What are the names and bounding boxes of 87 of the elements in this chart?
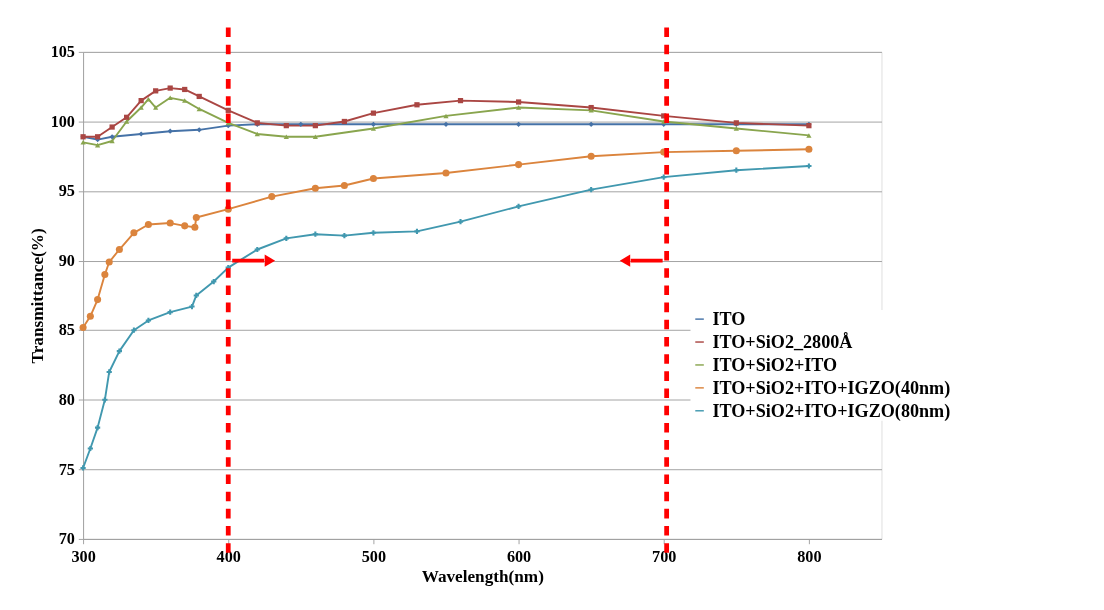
y-tick-label: 100 — [50, 112, 75, 131]
point — [283, 123, 289, 129]
y-tick-label: 105 — [50, 43, 75, 62]
point — [86, 312, 94, 320]
point — [298, 121, 304, 127]
y-tick-label: 80 — [58, 391, 75, 410]
point — [109, 138, 115, 144]
point — [115, 245, 123, 254]
point — [153, 88, 159, 94]
point — [182, 86, 188, 93]
point — [588, 121, 594, 127]
point — [268, 193, 276, 201]
y-axis-title: Transmittance(%) — [27, 228, 47, 364]
point — [101, 271, 109, 279]
x-tick-label: 800 — [797, 548, 822, 567]
legend-label: ITO+SiO2_2800Å — [712, 331, 853, 352]
point — [515, 121, 522, 127]
point — [106, 369, 112, 375]
point — [166, 219, 174, 227]
point — [370, 126, 377, 131]
point — [124, 119, 130, 124]
point — [457, 97, 464, 104]
point — [94, 296, 102, 304]
point — [153, 105, 159, 110]
point — [145, 317, 152, 324]
point — [312, 134, 318, 140]
y-tick-label: 75 — [58, 460, 75, 479]
point — [191, 223, 199, 231]
point — [370, 110, 377, 116]
point — [588, 108, 594, 113]
legend-label: ITO+SiO2+ITO+IGZO(80nm) — [712, 400, 951, 422]
point — [167, 128, 173, 134]
x-axis-title: Wavelength(nm) — [421, 567, 544, 587]
point — [196, 127, 202, 133]
x-tick-label: 700 — [652, 548, 677, 567]
point — [211, 278, 217, 285]
legend-label: ITO — [712, 308, 746, 329]
y-tick-label: 70 — [58, 530, 75, 549]
point — [109, 124, 115, 130]
x-tick-label: 600 — [506, 548, 532, 567]
point — [733, 126, 739, 131]
point — [138, 105, 144, 110]
point — [806, 163, 812, 169]
legend-label: ITO+SiO2+ITO — [712, 354, 838, 375]
point — [341, 118, 347, 125]
point — [587, 152, 595, 160]
point — [457, 219, 464, 225]
point — [189, 303, 195, 310]
point — [94, 142, 101, 148]
point — [443, 113, 449, 119]
point — [515, 99, 522, 105]
point — [340, 181, 348, 190]
point — [116, 348, 122, 354]
point — [312, 123, 318, 129]
point — [225, 107, 231, 113]
point — [805, 145, 813, 153]
point — [515, 161, 523, 169]
point — [414, 102, 420, 108]
point — [138, 97, 144, 104]
point — [80, 140, 86, 145]
point — [515, 105, 522, 110]
x-tick-label: 500 — [361, 548, 387, 567]
point — [167, 85, 173, 91]
point — [144, 220, 152, 228]
x-tick-label: 300 — [71, 548, 96, 567]
point — [414, 228, 420, 235]
point — [87, 445, 93, 452]
y-tick-label: 95 — [58, 182, 75, 201]
y-tick-label: 90 — [58, 251, 75, 270]
point — [732, 147, 740, 155]
point — [196, 93, 202, 100]
legend-label: ITO+SiO2+ITO+IGZO(40nm) — [712, 377, 951, 399]
point — [442, 169, 450, 177]
point — [167, 95, 173, 101]
point — [131, 327, 137, 333]
point — [192, 213, 200, 222]
point — [806, 133, 812, 138]
point — [369, 175, 377, 183]
point — [283, 134, 289, 140]
y-tick-label: 85 — [58, 321, 75, 340]
point — [181, 222, 189, 230]
point — [105, 258, 113, 266]
point — [182, 98, 188, 103]
point — [311, 184, 319, 192]
point — [254, 246, 260, 253]
point — [130, 229, 138, 237]
x-tick-label: 400 — [216, 548, 241, 567]
